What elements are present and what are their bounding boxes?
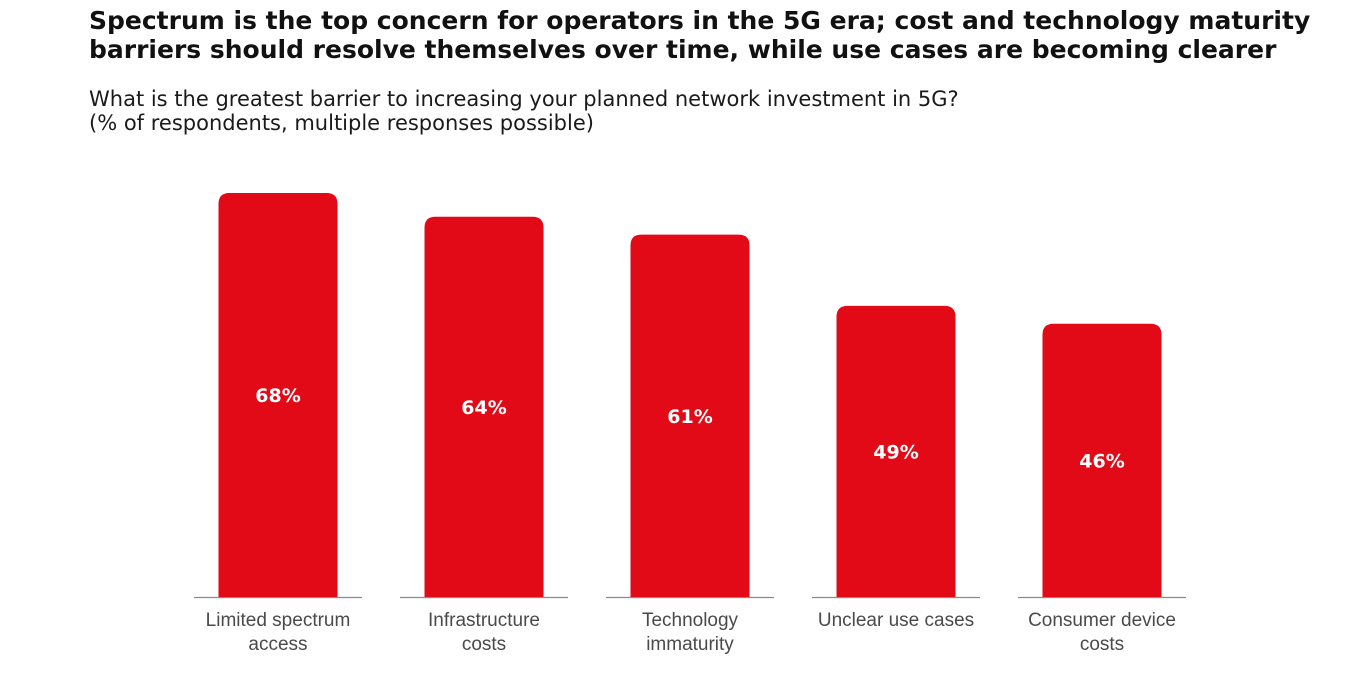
bar-value-label: 64% bbox=[461, 397, 506, 419]
bar-value-label: 49% bbox=[873, 441, 918, 463]
chart-title-line-1: Spectrum is the top concern for operator… bbox=[89, 6, 1311, 35]
chart-title-line-2: barriers should resolve themselves over … bbox=[89, 35, 1277, 64]
chart-subtitle-line-2: (% of respondents, multiple responses po… bbox=[89, 111, 594, 135]
chart-subtitle: What is the greatest barrier to increasi… bbox=[89, 87, 1269, 135]
category-label: Limited spectrum bbox=[206, 610, 351, 631]
bar-4 bbox=[836, 305, 956, 597]
chart-title: Spectrum is the top concern for operator… bbox=[89, 6, 1311, 64]
category-label: access bbox=[248, 634, 307, 655]
bar-1 bbox=[218, 193, 338, 597]
category-label: Technology bbox=[642, 610, 739, 631]
category-label: Unclear use cases bbox=[818, 610, 974, 631]
bar-2 bbox=[424, 216, 544, 597]
bar-3 bbox=[630, 234, 750, 597]
bar-5 bbox=[1042, 323, 1162, 597]
category-label: costs bbox=[462, 634, 506, 655]
bar-value-label: 46% bbox=[1079, 450, 1124, 472]
chart-subtitle-line-1: What is the greatest barrier to increasi… bbox=[89, 87, 959, 111]
category-label: immaturity bbox=[646, 634, 734, 655]
category-label: costs bbox=[1080, 634, 1124, 655]
bar-value-label: 61% bbox=[667, 406, 712, 428]
category-label: Infrastructure bbox=[428, 610, 540, 631]
category-label: Consumer device bbox=[1028, 610, 1176, 631]
bar-value-label: 68% bbox=[255, 385, 300, 407]
